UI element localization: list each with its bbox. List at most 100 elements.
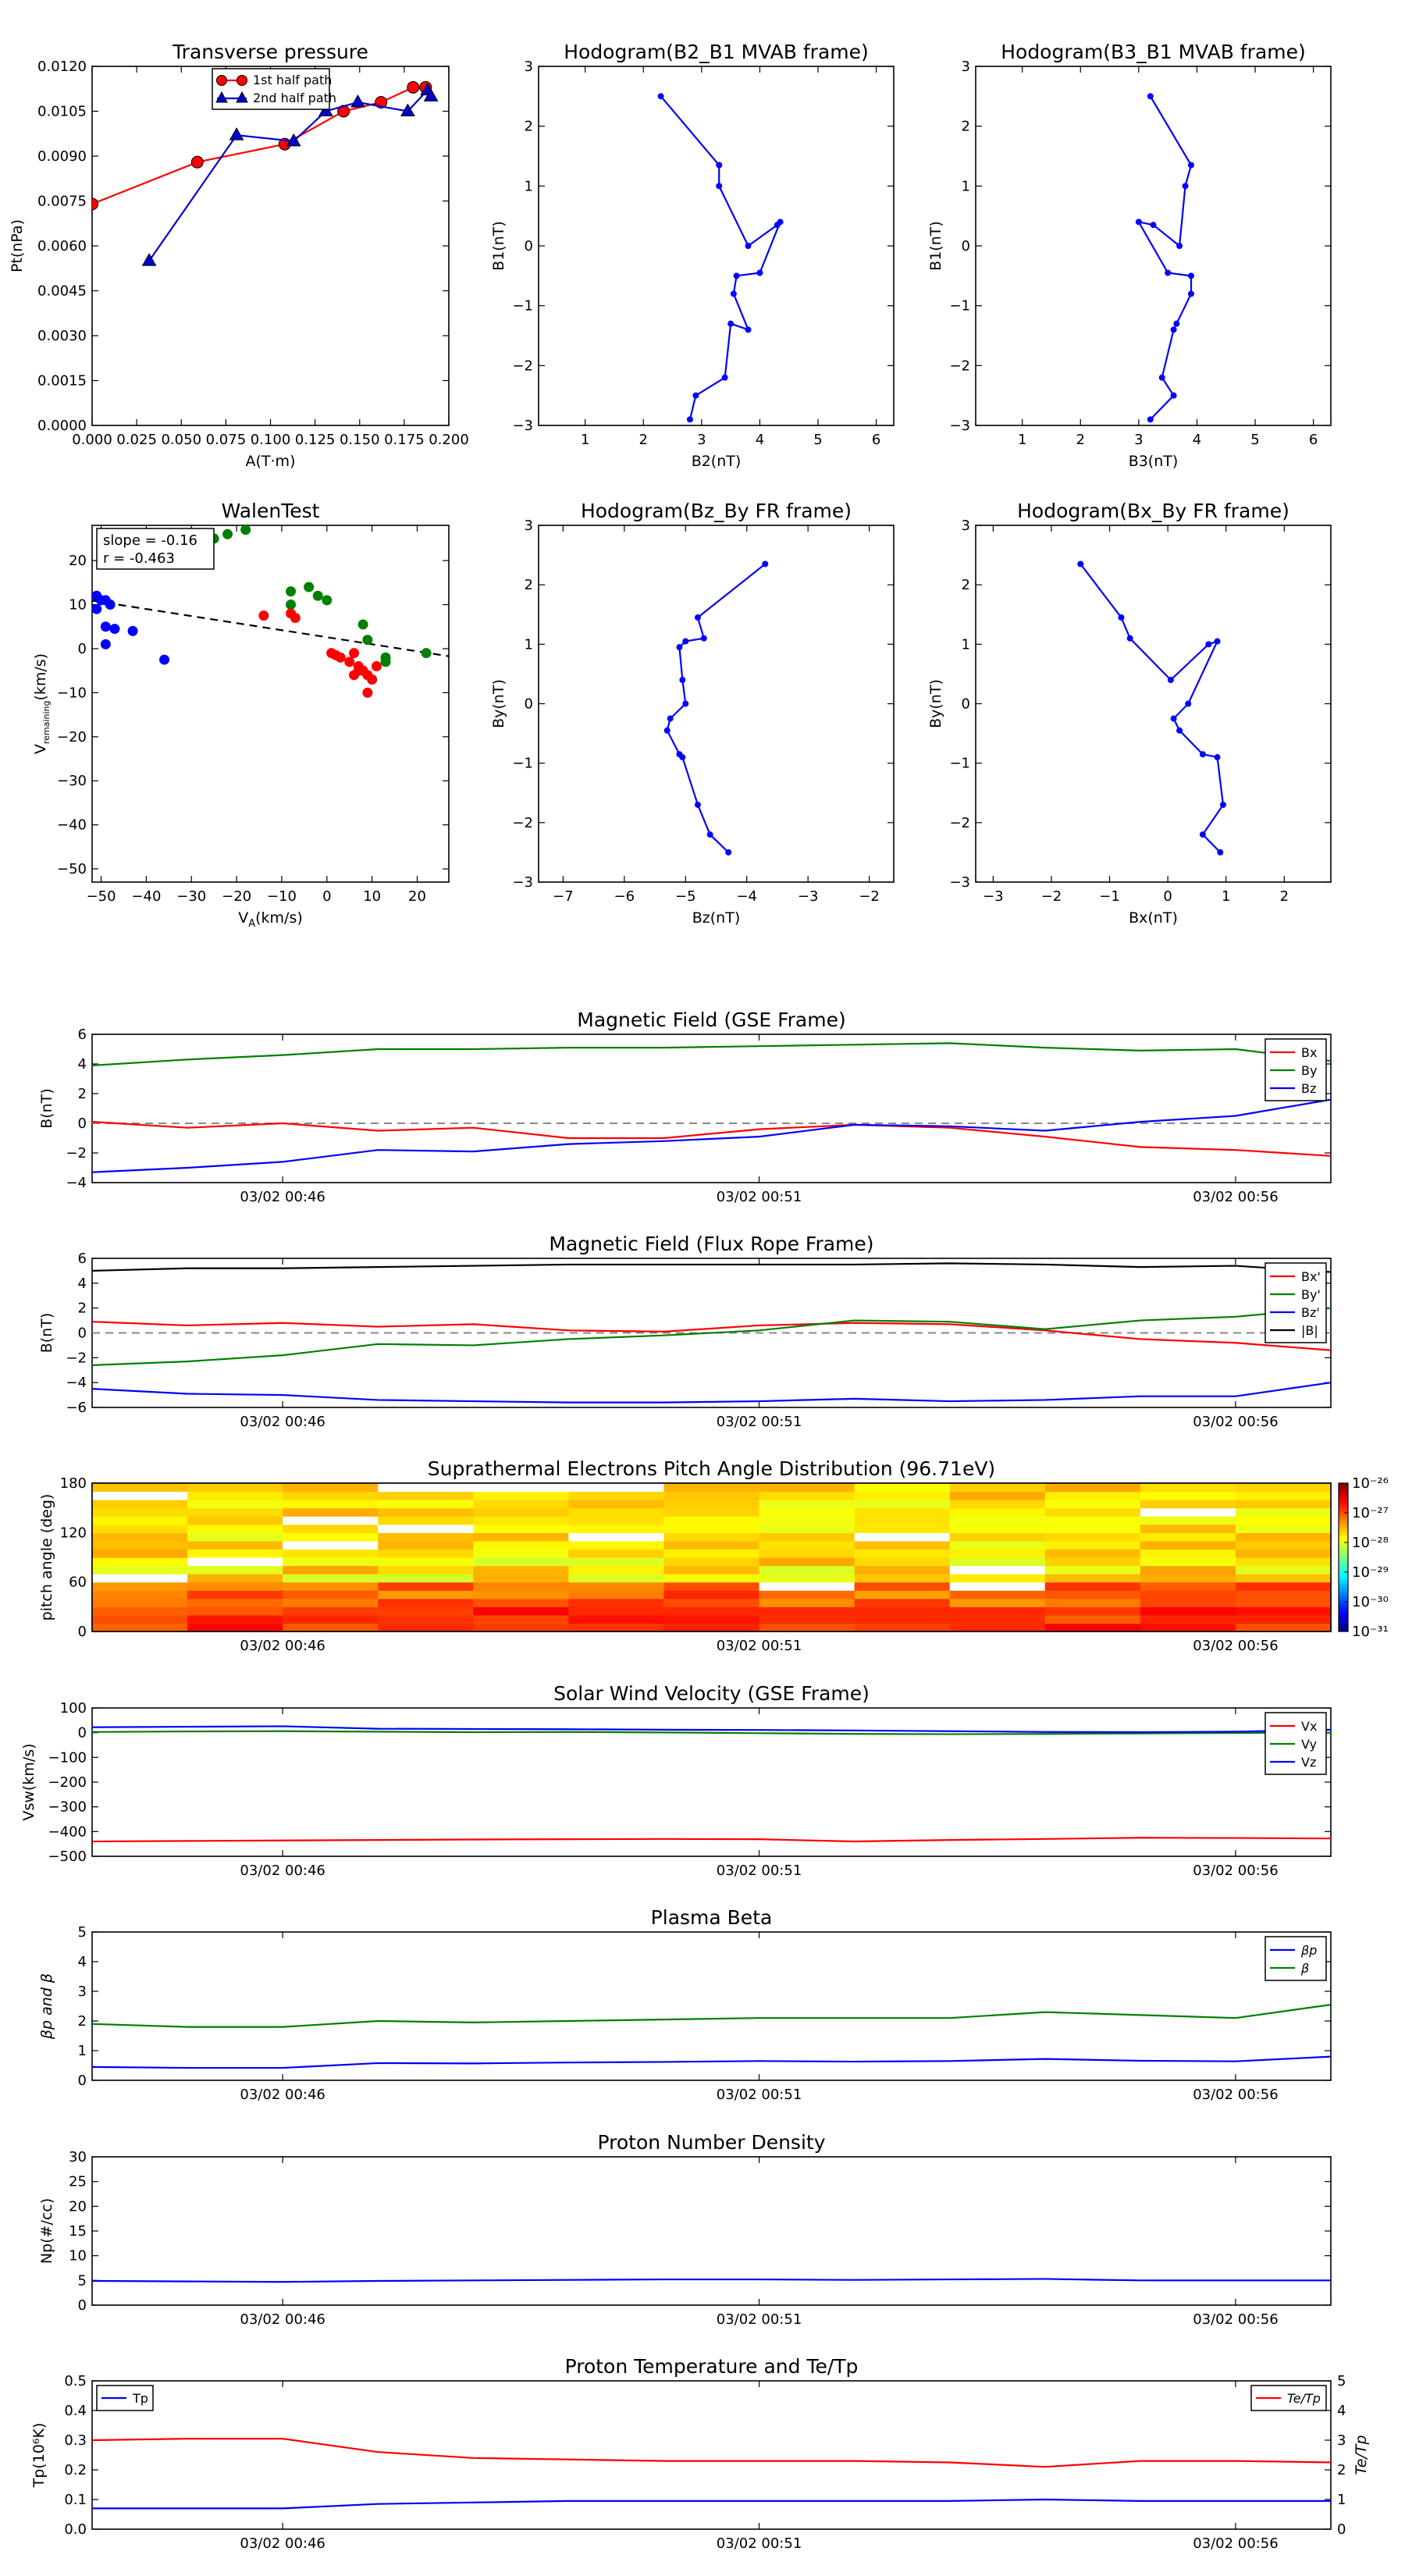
pad-cell [378,1606,474,1616]
walen-point [100,639,111,649]
pad-cell [187,1483,283,1493]
walen-annotation-box [96,528,215,570]
pad-cell [92,1623,188,1632]
pad-cell [473,1540,569,1550]
pad-cell [1235,1507,1332,1517]
mag_gse-series-line [92,1121,1331,1157]
pad-cell [283,1507,379,1517]
pad-cell [568,1623,665,1632]
hodo_bzby-xtick-label: −4 [736,888,757,905]
hodo_bxby-series-line [1080,563,1225,853]
tp-plot-area [92,2438,1331,2510]
hodo_bzby-xtick-label: −7 [553,888,574,905]
hodo_b3b1-ytick-label: 1 [962,178,970,194]
pad-cell [1235,1557,1332,1567]
hodo_bxby-ylabel: By(nT) [927,679,944,728]
walen-point [100,621,111,632]
hodo_bxby-marker [1077,560,1084,568]
pad-cell [663,1540,760,1550]
pad-cell [759,1582,855,1591]
walen-point [344,656,355,667]
mag_fr-legend-label: |B| [1301,1323,1318,1338]
np-plot-area [92,2278,1331,2283]
beta-ytick-label: 1 [78,2043,87,2059]
mag_gse-series-line [92,1098,1331,1173]
mag_gse-xtick-label: 03/02 00:51 [717,1189,802,1205]
pad-cell [1235,1598,1332,1607]
walen-ytick-label: −30 [57,773,87,789]
pad-cell [473,1483,569,1493]
beta-xtick-label: 03/02 00:51 [717,2087,802,2103]
tp-series-line [92,2498,1331,2510]
hodo_bzby-marker [676,644,683,651]
pad-cell [663,1491,760,1500]
hodo_bxby-frame [975,525,1332,883]
pad-colorbar-label: 10⁻²⁹ [1352,1564,1389,1581]
transverse_pressure-ytick-label: 0.0105 [37,104,87,120]
pad-cell [949,1598,1046,1607]
pad-cell [568,1524,665,1533]
hodo_bxby-ytick-label: −2 [949,815,970,831]
tp-legend-label: Tp [132,2391,148,2406]
pad-cell [663,1507,760,1517]
pad-cell [378,1507,474,1517]
vsw-ytick-label: −500 [48,1848,87,1865]
hodo_b3b1-marker [1147,416,1154,423]
transverse_pressure-marker [350,94,365,108]
hodo_bxby-marker [1214,638,1221,645]
pad-cell [473,1507,569,1517]
pad-cell [854,1507,951,1517]
vsw-legend-label: Vx [1301,1719,1317,1734]
walen-ytick-label: 10 [69,597,87,614]
mag_fr-ylabel: B(nT) [38,1313,55,1354]
pad-cell [1044,1507,1141,1517]
hodo_b3b1-ytick-label: 0 [962,238,970,254]
pad-cell [759,1549,855,1558]
pad-cell [473,1524,569,1533]
hodo_b2b1-xtick-label: 2 [639,432,648,448]
mag_gse-legend-label: By [1301,1063,1317,1078]
mag_gse-ylabel: B(nT) [38,1088,55,1129]
walen-point [105,600,116,610]
pad-cell [949,1606,1046,1616]
mag_fr-series-line [92,1262,1331,1273]
pad-cell [1140,1623,1236,1632]
transverse_pressure-marker [407,80,420,94]
pad-cell [949,1557,1046,1567]
np-ylabel: Np(#/cc) [38,2198,55,2264]
hodo_b2b1-xtick-label: 5 [813,432,822,448]
pad-cell [378,1516,474,1525]
transverse_pressure-legend-label: 2nd half path [253,91,336,105]
pad-colorbar-label: 10⁻³¹ [1352,1624,1389,1640]
pad-cell [187,1614,283,1624]
hodo_b2b1-xtick-label: 1 [581,432,589,448]
pad-xtick-label: 03/02 00:46 [240,1638,325,1654]
hodo_bzby-marker [700,635,707,642]
walen-point [159,654,170,665]
mag_fr-plot-area [92,1262,1331,1404]
walen-point [286,586,297,597]
pad-cell [283,1614,379,1624]
walen-xtick-label: −20 [222,888,251,905]
mag_fr-legend-label: Bx' [1301,1269,1321,1284]
pad-cell [283,1532,379,1542]
beta-legend [1264,1936,1327,1981]
walen-point [222,528,233,539]
transverse_pressure-ytick-label: 0.0060 [37,238,87,254]
hodo_bzby-ytick-label: 2 [525,577,533,593]
pad-cell [283,1549,379,1558]
pad-cell [949,1614,1046,1624]
pad-cell [378,1524,474,1533]
pad-cell [663,1606,760,1616]
pad-cell [378,1532,474,1542]
pad-cell [283,1606,379,1616]
hodo_b2b1-marker [756,269,763,276]
hodo_bxby-xtick-label: −1 [1099,888,1120,905]
beta-ytick-label: 0 [78,2073,87,2089]
tp-ytick-label: 0.1 [64,2492,87,2508]
pad-cell [378,1623,474,1632]
pad-cell [283,1574,379,1583]
hodo_b3b1-marker [1182,183,1189,190]
pad-colorbar [1338,1482,1349,1632]
hodo_b3b1-marker [1173,320,1180,327]
